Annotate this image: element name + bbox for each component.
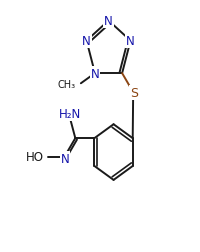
Text: N: N xyxy=(90,67,99,80)
Text: N: N xyxy=(60,152,69,165)
Text: HO: HO xyxy=(26,150,44,164)
Text: N: N xyxy=(82,35,90,48)
Text: N: N xyxy=(126,35,134,48)
Text: N: N xyxy=(104,15,112,28)
Text: H₂N: H₂N xyxy=(59,108,81,121)
Text: CH₃: CH₃ xyxy=(57,79,75,89)
Text: S: S xyxy=(130,87,137,100)
